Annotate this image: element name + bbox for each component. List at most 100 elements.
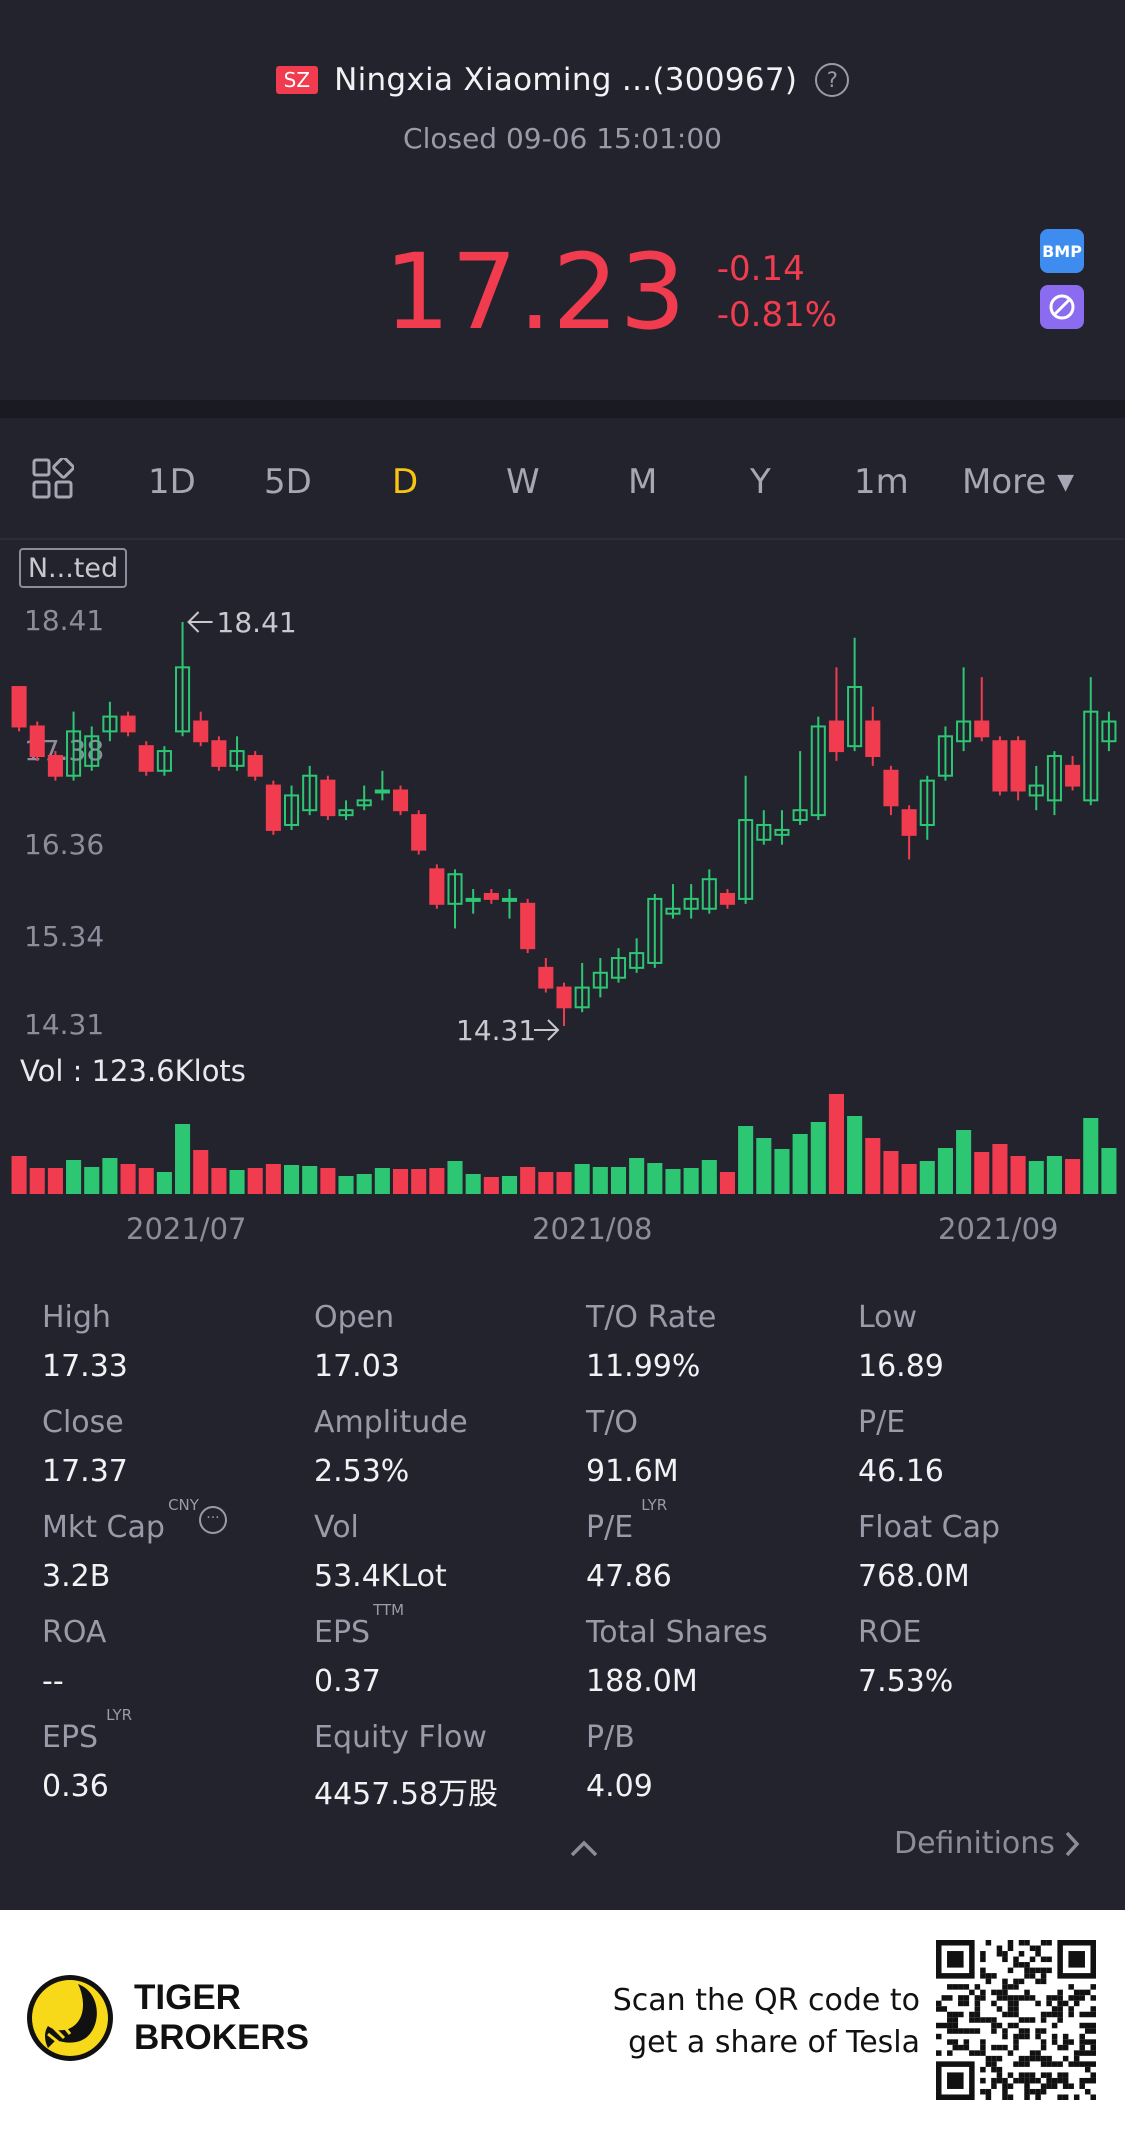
tab-w[interactable]: W	[506, 462, 540, 502]
volume-bar	[120, 1164, 136, 1194]
restricted-icon[interactable]	[1040, 285, 1084, 329]
tab-d[interactable]: D	[392, 462, 419, 502]
indicator-badge[interactable]: N...ted	[19, 548, 127, 588]
chevron-up-icon[interactable]	[568, 1838, 600, 1858]
volume-bar	[865, 1138, 881, 1194]
chevron-right-icon	[1065, 1831, 1080, 1856]
candle-body	[447, 873, 463, 905]
stat-label: P/E LYR	[586, 1496, 668, 1545]
volume-bar	[665, 1169, 681, 1194]
volume-bar	[610, 1167, 627, 1194]
volume-bar	[974, 1152, 990, 1194]
stat-cell: ROA --	[42, 1615, 312, 1699]
y-tick-label: 18.41	[24, 604, 105, 637]
stat-value: 4457.58万股	[314, 1777, 499, 1812]
title-row: SZ Ningxia Xiaoming ...(300967) ?	[0, 62, 1125, 98]
stat-value: 17.03	[314, 1349, 400, 1384]
stat-label: Mkt Cap CNY ···	[42, 1496, 227, 1545]
stat-value: 768.0M	[858, 1559, 970, 1594]
tab-1d[interactable]: 1D	[148, 462, 196, 502]
high-marker-label: 18.41	[217, 606, 297, 639]
candle-body	[465, 897, 481, 902]
bmp-icon[interactable]: BMP	[1040, 229, 1084, 273]
change-block: -0.14 -0.81%	[717, 246, 837, 338]
volume-bar	[520, 1167, 536, 1194]
volume-bar	[937, 1148, 953, 1194]
volume-bar	[774, 1149, 790, 1194]
volume-bar	[320, 1168, 336, 1194]
help-icon[interactable]: ?	[815, 63, 850, 97]
stat-value: 4.09	[586, 1769, 653, 1804]
stat-value: 11.99%	[586, 1349, 701, 1384]
candle-body	[302, 774, 318, 812]
candle-body	[556, 986, 572, 1009]
stat-cell: Low 16.89	[858, 1300, 1125, 1384]
tab-more-label: More	[962, 462, 1047, 502]
quote-header: SZ Ningxia Xiaoming ...(300967) ? Closed…	[0, 0, 1125, 400]
stat-superscript: CNY	[168, 1496, 199, 1514]
tab-y[interactable]: Y	[750, 462, 771, 502]
stat-cell: P/E LYR 47.86	[586, 1496, 856, 1594]
volume-bar	[629, 1158, 645, 1194]
volume-bar	[338, 1176, 354, 1194]
stat-value: 2.53%	[314, 1454, 410, 1489]
stat-label: T/O Rate	[586, 1300, 717, 1335]
candle-body	[265, 784, 281, 831]
qr-code-icon[interactable]	[936, 1940, 1096, 2100]
more-options-icon[interactable]: ···	[198, 1506, 227, 1534]
stat-cell: ROE 7.53%	[858, 1615, 1125, 1699]
stock-name[interactable]: Ningxia Xiaoming ...(300967)	[334, 62, 798, 98]
stat-cell: Open 17.03	[314, 1300, 584, 1384]
tab-1m[interactable]: 1m	[854, 462, 909, 502]
definitions-link[interactable]: Definitions	[894, 1826, 1081, 1861]
volume-bar	[47, 1168, 63, 1194]
promo-line-2: get a share of Tesla	[628, 2025, 920, 2060]
tab-5d[interactable]: 5D	[264, 462, 312, 502]
stat-label: Vol	[314, 1510, 359, 1545]
volume-bar	[501, 1176, 518, 1194]
volume-bar	[1046, 1156, 1062, 1194]
stat-value: 188.0M	[586, 1664, 698, 1699]
stat-cell: Amplitude 2.53%	[314, 1405, 584, 1489]
stat-label: Open	[314, 1300, 395, 1335]
stat-cell: Mkt Cap CNY ··· 3.2B	[42, 1496, 312, 1594]
layout-grid-icon[interactable]	[32, 458, 74, 500]
candle-body	[665, 907, 681, 915]
promo-line-1: Scan the QR code to	[612, 1983, 920, 2018]
tab-m[interactable]: M	[628, 462, 658, 502]
candle-body	[501, 897, 518, 902]
candle-body	[901, 809, 917, 836]
stat-label: P/B	[586, 1720, 635, 1755]
candle-body	[229, 750, 245, 767]
candle-body	[919, 779, 935, 826]
volume-bar	[175, 1124, 191, 1194]
candle-body	[320, 779, 336, 817]
candle-body	[11, 686, 27, 728]
candle-body	[1065, 764, 1081, 787]
promo-footer: TIGER BROKERS Scan the QR code to get a …	[0, 1910, 1125, 2129]
period-tabs: 1D 5D D W M Y 1m More ▼	[0, 418, 1125, 538]
candle-body	[629, 952, 645, 969]
candle-body	[429, 868, 445, 905]
volume-bar	[847, 1116, 863, 1194]
volume-bar	[138, 1168, 154, 1194]
candle-body	[175, 666, 191, 733]
stat-label: Total Shares	[586, 1615, 768, 1650]
volume-bar	[102, 1158, 118, 1194]
candle-body	[574, 986, 590, 1009]
volume-bar	[683, 1168, 699, 1194]
candle-body	[1083, 710, 1099, 802]
candle-body	[992, 740, 1008, 792]
tab-more[interactable]: More ▼	[962, 462, 1074, 502]
candle-body	[719, 892, 736, 905]
candle-body	[974, 720, 990, 738]
candle-body	[411, 814, 427, 851]
stat-label: Amplitude	[314, 1405, 468, 1440]
stat-superscript: TTM	[373, 1601, 405, 1619]
stat-label: Low	[858, 1300, 918, 1335]
candle-body	[738, 819, 754, 900]
candle-body	[138, 745, 154, 772]
volume-bar	[792, 1134, 808, 1194]
volume-bar	[84, 1167, 100, 1194]
stat-label: T/O	[586, 1405, 639, 1440]
